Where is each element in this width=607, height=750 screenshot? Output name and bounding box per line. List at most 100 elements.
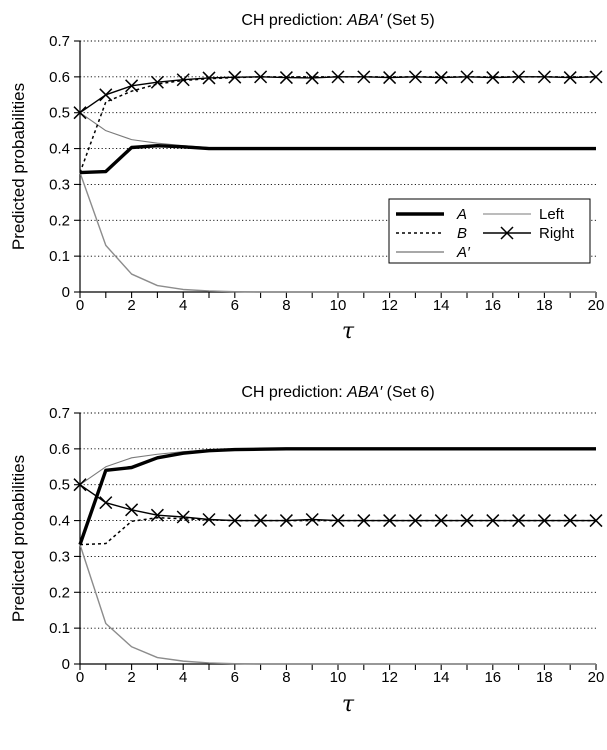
- x-tick-label: 4: [179, 669, 187, 686]
- x-tick-label: 2: [127, 297, 135, 314]
- x-tick-label: 12: [381, 669, 398, 686]
- y-axis-label: Predicted probabilities: [9, 455, 28, 622]
- x-tick-label: 6: [231, 669, 239, 686]
- x-axis-label: τ: [342, 692, 355, 717]
- series-point-right: [228, 70, 242, 84]
- series-point-right: [305, 512, 319, 527]
- series-point-right: [512, 514, 526, 528]
- series-line-a-prime: [79, 544, 596, 665]
- series-point-right: [357, 70, 371, 84]
- y-tick-label: 0: [62, 656, 70, 673]
- x-tick-label: 8: [282, 297, 290, 314]
- chart-title-suffix: (Set 6): [382, 384, 434, 401]
- x-tick-label: 14: [433, 669, 450, 686]
- series-point-right: [589, 514, 603, 528]
- legend-label-b: B: [457, 225, 467, 242]
- y-tick-label: 0.7: [49, 405, 70, 422]
- x-tick-label: 16: [484, 669, 501, 686]
- series-point-right: [176, 510, 190, 524]
- legend-label-a-prime: A′: [456, 244, 471, 261]
- y-tick-label: 0.1: [49, 620, 70, 637]
- series-point-right: [279, 71, 293, 85]
- series-point-right: [408, 70, 422, 84]
- y-tick-label: 0.2: [49, 212, 70, 229]
- chart-title: CH prediction: ABA′ (Set 6): [241, 384, 434, 401]
- series-line-b: [79, 516, 596, 546]
- x-axis-label: τ: [342, 319, 355, 344]
- series-point-right: [460, 70, 474, 84]
- y-tick-label: 0.2: [49, 584, 70, 601]
- series-point-right: [202, 512, 216, 527]
- series-line-a: [79, 143, 596, 175]
- chart-2: CH prediction: ABA′ (Set 6) 0 0.1 0.2 0.3 0.4…: [9, 384, 604, 717]
- series-point-right: [99, 496, 113, 510]
- series-point-right: [150, 508, 164, 522]
- y-tick-label: 0.6: [49, 441, 70, 458]
- series-point-right: [408, 514, 422, 528]
- legend: AB A′ Left Right: [388, 198, 591, 264]
- series-point-right: [254, 70, 268, 84]
- x-tick-label: 6: [231, 297, 239, 314]
- series-point-right: [486, 71, 500, 85]
- series-line-b: [79, 76, 596, 173]
- series-point-right: [434, 514, 448, 528]
- y-tick-label: 0.4: [49, 513, 70, 530]
- series-point-right: [73, 478, 87, 492]
- y-tick-label: 0.5: [49, 105, 70, 122]
- series-point-right: [434, 71, 448, 85]
- legend-label-left: Left: [539, 206, 565, 223]
- series-point-right: [589, 70, 603, 84]
- series-point-right: [202, 71, 216, 85]
- y-tick-label: 0: [62, 284, 70, 301]
- series-point-right: [150, 75, 164, 89]
- series-point-right: [460, 514, 474, 528]
- series-point-right: [486, 514, 500, 528]
- x-tick-label: 8: [282, 669, 290, 686]
- series-point-right: [305, 71, 319, 85]
- series-point-right: [563, 71, 577, 85]
- series-line-left: [79, 112, 596, 150]
- x-tick-label: 0: [76, 297, 84, 314]
- series-point-right: [512, 70, 526, 84]
- chart-title-italic: ABA′: [346, 12, 383, 29]
- chart-title-prefix: CH prediction:: [241, 384, 347, 401]
- series-point-right: [279, 514, 293, 528]
- series-point-right: [99, 88, 113, 102]
- series-point-right: [125, 503, 139, 517]
- y-tick-label: 0.7: [49, 33, 70, 50]
- series-point-right: [383, 71, 397, 85]
- x-tick-label: 18: [536, 669, 553, 686]
- series-line-a: [78, 447, 596, 546]
- series-point-right: [125, 79, 139, 93]
- series-point-right: [73, 106, 87, 120]
- series-point-right: [176, 73, 190, 87]
- x-tick-label: 14: [433, 297, 450, 314]
- series-point-right: [357, 514, 371, 528]
- series-point-right: [563, 514, 577, 528]
- series-point-right: [228, 514, 242, 528]
- series-line-left: [79, 448, 596, 486]
- x-tick-label: 10: [330, 297, 347, 314]
- legend-marker-right: [500, 226, 514, 240]
- x-tick-label: 2: [127, 669, 135, 686]
- x-tick-label: 20: [588, 297, 605, 314]
- chart-title-suffix: (Set 5): [382, 12, 434, 29]
- legend-label-right: Right: [539, 225, 575, 242]
- x-tick-label: 16: [484, 297, 501, 314]
- x-tick-label: 12: [381, 297, 398, 314]
- series-point-right: [383, 514, 397, 528]
- x-tick-label: 0: [76, 669, 84, 686]
- y-tick-label: 0.4: [49, 141, 70, 158]
- series-point-right: [537, 70, 551, 84]
- chart-title: CH prediction: ABA′ (Set 5): [241, 12, 434, 29]
- y-tick-label: 0.3: [49, 548, 70, 565]
- chart-title-italic: ABA′: [346, 384, 383, 401]
- y-tick-label: 0.5: [49, 477, 70, 494]
- series-point-right: [254, 514, 268, 528]
- chart-1: CH prediction: ABA′ (Set 5)00.10.20.30.4…: [9, 12, 604, 344]
- series-point-right: [537, 514, 551, 528]
- series-point-right: [331, 514, 345, 528]
- series-line-a-prime: [79, 172, 596, 293]
